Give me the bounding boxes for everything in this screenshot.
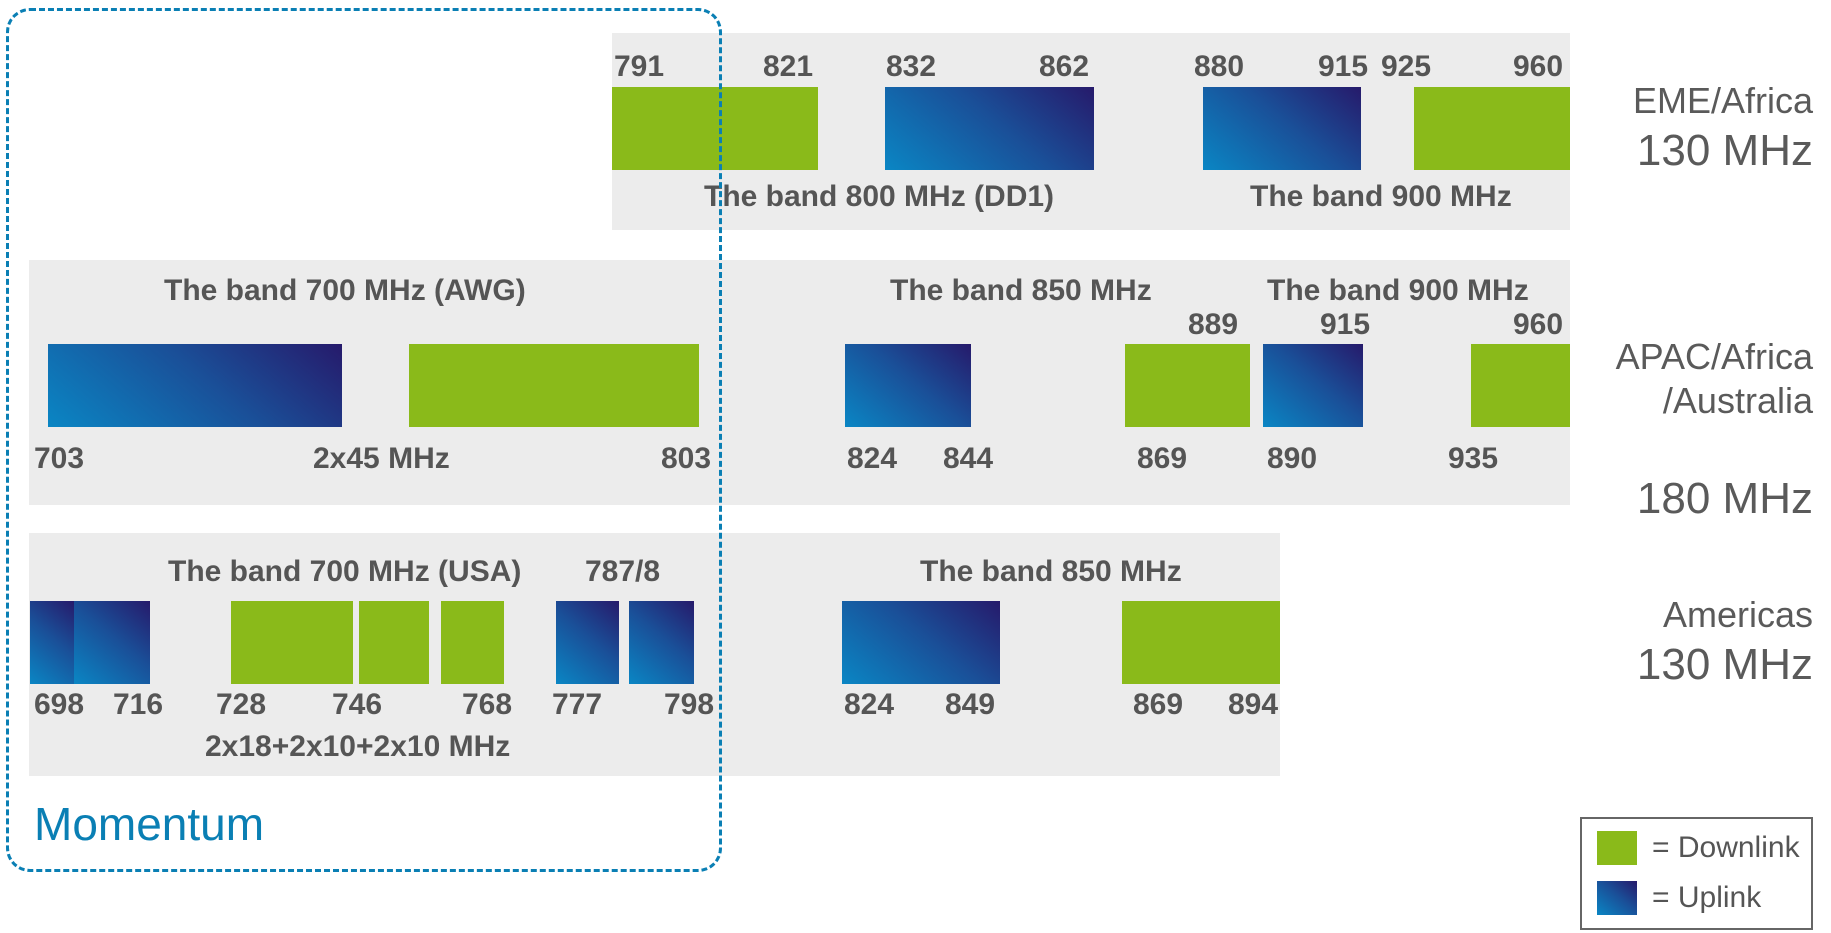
emea-freq-915: 915: [1318, 50, 1369, 83]
emea-band-900-label: The band 900 MHz: [1250, 180, 1512, 213]
emea-freq-821: 821: [763, 50, 814, 83]
americas-freq-824: 824: [844, 688, 895, 721]
momentum-highlight-box: [6, 8, 722, 872]
apac-band-900-label: The band 900 MHz: [1267, 274, 1529, 307]
americas-850-uplink-block: [842, 601, 1000, 684]
apac-850-downlink-block: [1125, 344, 1250, 427]
americas-777-uplink-block: [556, 601, 619, 684]
apac-freq-869: 869: [1137, 442, 1188, 475]
apac-900-uplink-block: [1263, 344, 1363, 427]
americas-band-787-label: 787/8: [585, 555, 661, 588]
apac-region-name-line1: APAC/Africa: [1615, 336, 1813, 377]
apac-bandwidth-label: 2x45 MHz: [313, 442, 450, 475]
americas-band-850-label: The band 850 MHz: [920, 555, 1182, 588]
americas-bandwidth-label: 2x18+2x10+2x10 MHz: [205, 730, 511, 763]
apac-freq-890: 890: [1267, 442, 1318, 475]
legend-downlink-label: = Downlink: [1652, 831, 1800, 864]
emea-freq-791: 791: [614, 50, 665, 83]
americas-freq-768: 768: [462, 688, 513, 721]
legend-downlink-swatch: [1597, 831, 1637, 865]
emea-freq-832: 832: [886, 50, 937, 83]
emea-freq-925: 925: [1381, 50, 1432, 83]
apac-freq-824: 824: [847, 442, 898, 475]
apac-band-700-label: The band 700 MHz (AWG): [164, 274, 526, 307]
emea-region-total: 130 MHz: [1636, 126, 1813, 175]
momentum-label: Momentum: [34, 798, 265, 850]
americas-787-uplink-block: [629, 601, 694, 684]
apac-freq-960: 960: [1513, 308, 1564, 341]
americas-freq-698: 698: [34, 688, 85, 721]
emea-800-uplink-block: [885, 87, 1094, 170]
emea-900-uplink-block: [1203, 87, 1361, 170]
legend-uplink-swatch: [1597, 881, 1637, 915]
americas-698-uplink-block: [30, 601, 74, 684]
americas-region-total: 130 MHz: [1636, 640, 1813, 689]
apac-900-downlink-block: [1471, 344, 1570, 427]
americas-728-downlink-block: [231, 601, 353, 684]
legend-uplink-label: = Uplink: [1652, 881, 1762, 914]
apac-region-total: 180 MHz: [1636, 474, 1813, 523]
apac-700-downlink-block: [409, 344, 699, 427]
americas-freq-746: 746: [332, 688, 383, 721]
americas-freq-728: 728: [216, 688, 267, 721]
apac-freq-703: 703: [34, 442, 85, 475]
americas-freq-869: 869: [1133, 688, 1184, 721]
americas-freq-777: 777: [552, 688, 603, 721]
emea-band-800-label: The band 800 MHz (DD1): [704, 180, 1055, 213]
apac-freq-844: 844: [943, 442, 994, 475]
americas-746-downlink-block: [359, 601, 429, 684]
emea-900-downlink-block: [1414, 87, 1570, 170]
americas-freq-894: 894: [1228, 688, 1279, 721]
apac-band-850-label: The band 850 MHz: [890, 274, 1152, 307]
apac-freq-915: 915: [1320, 308, 1371, 341]
apac-700-uplink-block: [48, 344, 342, 427]
emea-region-name: EME/Africa: [1632, 80, 1813, 121]
americas-850-downlink-block: [1122, 601, 1280, 684]
emea-freq-960: 960: [1513, 50, 1564, 83]
apac-850-uplink-block: [845, 344, 971, 427]
americas-freq-798: 798: [664, 688, 715, 721]
emea-800-downlink-block: [612, 87, 818, 170]
apac-freq-889: 889: [1188, 308, 1239, 341]
legend: = Downlink = Uplink: [1580, 817, 1813, 930]
apac-region-name-line2: /Australia: [1662, 380, 1813, 421]
emea-freq-880: 880: [1194, 50, 1245, 83]
apac-freq-935: 935: [1448, 442, 1499, 475]
americas-band-700-label: The band 700 MHz (USA): [168, 555, 522, 588]
americas-region-name: Americas: [1662, 594, 1813, 635]
americas-716-uplink-block: [74, 601, 150, 684]
apac-freq-803: 803: [661, 442, 712, 475]
americas-freq-849: 849: [945, 688, 996, 721]
americas-768-downlink-block: [441, 601, 504, 684]
emea-freq-862: 862: [1039, 50, 1090, 83]
americas-freq-716: 716: [113, 688, 164, 721]
